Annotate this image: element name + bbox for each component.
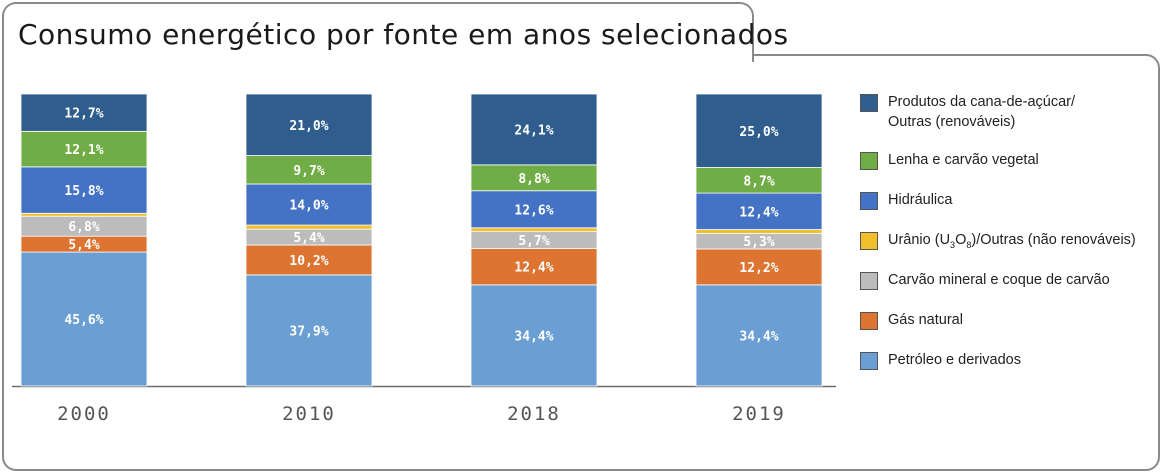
data-label: 12,4% [739,205,778,220]
data-label: 9,7% [293,164,324,179]
legend-label: Petróleo e derivados [888,352,1021,368]
legend-label: Gás natural [888,312,963,328]
bar-segment-2000-5 [20,130,148,168]
bar-segment-2018-6 [470,93,598,166]
data-label: 37,9% [289,324,328,339]
legend-label: Urânio (U3O8)/Outras (não renováveis) [888,232,1136,250]
legend-swatch [860,152,878,170]
bar-segment-2010-1 [245,244,373,276]
bar-segment-2010-3 [245,224,373,230]
legend-item: Hidráulica [860,190,952,210]
data-label: 6,8% [68,220,99,235]
legend-item: Carvão mineral e coque de carvão [860,270,1110,290]
bar-segment-2019-6 [695,93,823,168]
bar-segment-2018-3 [470,227,598,233]
bar-segment-2000-0 [20,251,148,387]
bar-segment-2000-6 [20,93,148,132]
x-tick-label: 2019 [732,403,786,425]
data-label: 12,2% [739,261,778,276]
bar-segment-2010-5 [245,155,373,185]
data-label: 15,8% [64,184,103,199]
data-label: 25,0% [739,125,778,140]
bar-segment-2019-0 [695,284,823,387]
data-label: 34,4% [514,329,553,344]
bar-segment-2018-0 [470,284,598,387]
data-label: 5,4% [68,238,99,253]
data-label: 14,0% [289,199,328,214]
data-label: 8,7% [743,174,774,189]
bar-segment-2019-3 [695,229,823,234]
legend-label: Produtos da cana-de-açúcar/ Outras (reno… [888,94,1075,130]
data-label: 12,6% [514,203,553,218]
data-label: 12,7% [64,107,103,122]
data-label: 21,0% [289,119,328,134]
data-label: 10,2% [289,254,328,269]
legend-item: Urânio (U3O8)/Outras (não renováveis) [860,230,1136,255]
legend-label: Carvão mineral e coque de carvão [888,272,1110,288]
data-label: 5,3% [743,235,774,250]
legend-swatch [860,192,878,210]
legend-label: Lenha e carvão vegetal [888,152,1039,168]
legend-swatch [860,352,878,370]
data-label: 5,7% [518,234,549,249]
bar-segment-2018-1 [470,247,598,286]
bar-segment-2000-4 [20,166,148,214]
bar-segment-2010-6 [245,93,373,156]
bar-segment-2019-5 [695,167,823,194]
data-label: 12,1% [64,143,103,158]
data-label: 24,1% [514,123,553,138]
legend-swatch [860,94,878,112]
legend-item: Produtos da cana-de-açúcar/ Outras (reno… [860,92,1075,132]
legend-item: Lenha e carvão vegetal [860,150,1039,170]
bar-segment-2019-1 [695,248,823,286]
data-label: 8,8% [518,172,549,187]
legend-swatch [860,232,878,250]
data-label: 12,4% [514,261,553,276]
bar-segment-2000-3 [20,212,148,217]
legend-swatch [860,272,878,290]
x-tick-label: 2010 [282,403,336,425]
data-label: 5,4% [293,231,324,246]
x-tick-label: 2000 [57,403,111,425]
chart-title: Consumo energético por fonte em anos sel… [18,18,789,51]
bar-segment-2018-4 [470,190,598,229]
data-label: 34,4% [739,329,778,344]
legend-item: Gás natural [860,310,963,330]
legend-item: Petróleo e derivados [860,350,1021,370]
bar-segment-2018-5 [470,164,598,192]
legend-label: Hidráulica [888,192,953,208]
legend-swatch [860,312,878,330]
bar-segment-2010-0 [245,274,373,387]
x-tick-label: 2018 [507,403,561,425]
data-label: 45,6% [64,313,103,328]
